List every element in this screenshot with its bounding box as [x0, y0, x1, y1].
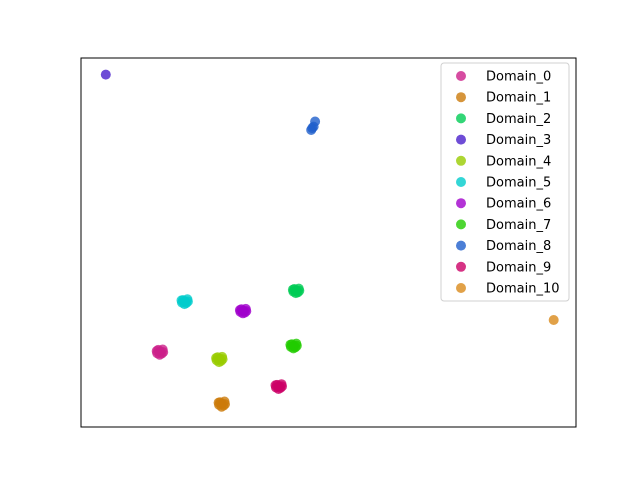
legend-marker-domain-6 — [456, 198, 466, 209]
point-domain-1-7 — [213, 397, 224, 408]
legend-marker-domain-5 — [456, 177, 466, 187]
legend-label-domain-3: Domain_3 — [486, 133, 551, 148]
legend-marker-domain-10 — [456, 283, 466, 293]
legend-marker-domain-0 — [456, 71, 466, 81]
legend-label-domain-4: Domain_4 — [486, 154, 551, 169]
legend-label-domain-6: Domain_6 — [486, 197, 551, 212]
point-domain-6-7 — [234, 305, 245, 315]
legend-label-domain-8: Domain_8 — [486, 239, 551, 254]
legend-marker-domain-8 — [456, 240, 466, 251]
point-domain-3-0 — [100, 69, 111, 80]
legend-marker-domain-2 — [456, 113, 466, 124]
legend-marker-domain-3 — [456, 134, 466, 145]
point-domain-7-7 — [285, 339, 296, 350]
legend-marker-domain-1 — [456, 92, 466, 103]
point-domain-8-3 — [307, 123, 318, 134]
point-domain-0-7 — [151, 346, 162, 356]
point-domain-4-7 — [211, 353, 222, 363]
legend-label-domain-2: Domain_2 — [486, 112, 551, 127]
point-domain-2-7 — [287, 284, 298, 295]
point-domain-5-7 — [176, 295, 187, 306]
point-domain-9-7 — [270, 380, 281, 391]
legend-box — [440, 62, 570, 302]
plot-frame — [80, 57, 577, 428]
point-domain-10-0 — [548, 315, 559, 325]
legend-label-domain-7: Domain_7 — [486, 218, 551, 233]
legend-marker-domain-9 — [456, 261, 466, 272]
legend-marker-domain-7 — [456, 219, 466, 230]
legend-label-domain-10: Domain_10 — [486, 282, 560, 297]
legend: Domain_0 Domain_1 Domain_2 Domain_3 Domain_4… — [440, 62, 570, 302]
legend-marker-domain-4 — [456, 155, 466, 166]
legend-label-domain-1: Domain_1 — [486, 91, 551, 106]
legend-label-domain-9: Domain_9 — [486, 260, 551, 275]
legend-label-domain-5: Domain_5 — [486, 176, 551, 191]
legend-label-domain-0: Domain_0 — [486, 70, 551, 85]
scatter-points — [100, 69, 559, 412]
